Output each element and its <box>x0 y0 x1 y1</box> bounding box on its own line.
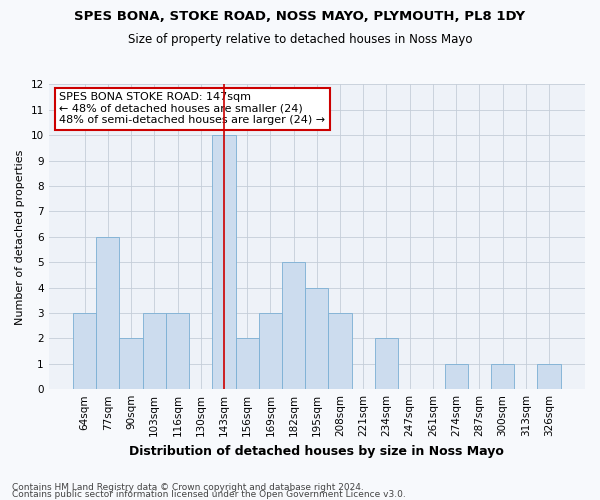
Text: SPES BONA STOKE ROAD: 147sqm
← 48% of detached houses are smaller (24)
48% of se: SPES BONA STOKE ROAD: 147sqm ← 48% of de… <box>59 92 326 126</box>
Text: Size of property relative to detached houses in Noss Mayo: Size of property relative to detached ho… <box>128 32 472 46</box>
Bar <box>96 237 119 389</box>
X-axis label: Distribution of detached houses by size in Noss Mayo: Distribution of detached houses by size … <box>130 444 504 458</box>
Bar <box>259 313 282 389</box>
Bar <box>212 136 236 389</box>
Bar <box>491 364 514 389</box>
Bar <box>119 338 143 389</box>
Bar <box>73 313 96 389</box>
Bar <box>282 262 305 389</box>
Bar <box>538 364 560 389</box>
Bar <box>445 364 468 389</box>
Bar <box>305 288 328 389</box>
Bar <box>328 313 352 389</box>
Bar <box>143 313 166 389</box>
Y-axis label: Number of detached properties: Number of detached properties <box>15 149 25 324</box>
Text: Contains HM Land Registry data © Crown copyright and database right 2024.: Contains HM Land Registry data © Crown c… <box>12 484 364 492</box>
Text: Contains public sector information licensed under the Open Government Licence v3: Contains public sector information licen… <box>12 490 406 499</box>
Bar <box>236 338 259 389</box>
Bar <box>375 338 398 389</box>
Bar <box>166 313 189 389</box>
Text: SPES BONA, STOKE ROAD, NOSS MAYO, PLYMOUTH, PL8 1DY: SPES BONA, STOKE ROAD, NOSS MAYO, PLYMOU… <box>74 10 526 23</box>
